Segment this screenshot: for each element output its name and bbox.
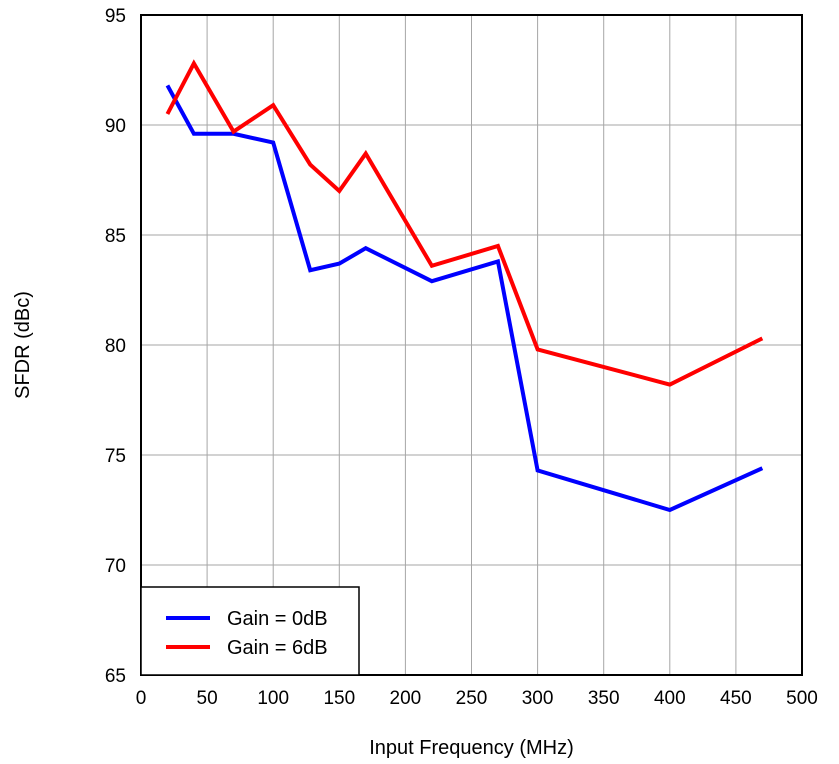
y-tick-label: 80 — [105, 336, 126, 357]
legend-label-gain-6db: Gain = 6dB — [227, 637, 328, 659]
plot-frame — [140, 14, 803, 676]
x-tick-label: 450 — [720, 688, 752, 709]
legend-label-gain-0db: Gain = 0dB — [227, 608, 328, 630]
y-tick-label: 95 — [105, 6, 126, 27]
legend: Gain = 0dB Gain = 6dB — [140, 586, 360, 676]
x-tick-label: 50 — [197, 688, 218, 709]
x-tick-labels: 0 50 100 150 200 250 300 350 400 450 500 — [136, 688, 818, 709]
y-tick-label: 85 — [105, 226, 126, 247]
y-tick-labels: 65 70 75 80 85 90 95 — [105, 6, 126, 687]
series-lines — [165, 59, 764, 513]
x-axis-title: Input Frequency (MHz) — [369, 737, 574, 759]
y-tick-label: 70 — [105, 556, 126, 577]
series-line-0 — [165, 84, 764, 513]
y-axis-title: SFDR (dBc) — [12, 291, 34, 399]
x-tick-label: 350 — [588, 688, 620, 709]
y-tick-label: 65 — [105, 666, 126, 687]
x-tick-label: 200 — [390, 688, 422, 709]
x-tick-label: 250 — [456, 688, 488, 709]
y-tick-label: 90 — [105, 116, 126, 137]
x-tick-label: 0 — [136, 688, 147, 709]
x-tick-label: 150 — [323, 688, 355, 709]
series-line-1 — [165, 59, 764, 387]
y-tick-label: 75 — [105, 446, 126, 467]
x-tick-label: 300 — [522, 688, 554, 709]
x-tick-label: 400 — [654, 688, 686, 709]
x-tick-label: 100 — [257, 688, 289, 709]
x-tick-label: 500 — [786, 688, 818, 709]
legend-box — [140, 586, 360, 676]
grid — [140, 14, 803, 676]
